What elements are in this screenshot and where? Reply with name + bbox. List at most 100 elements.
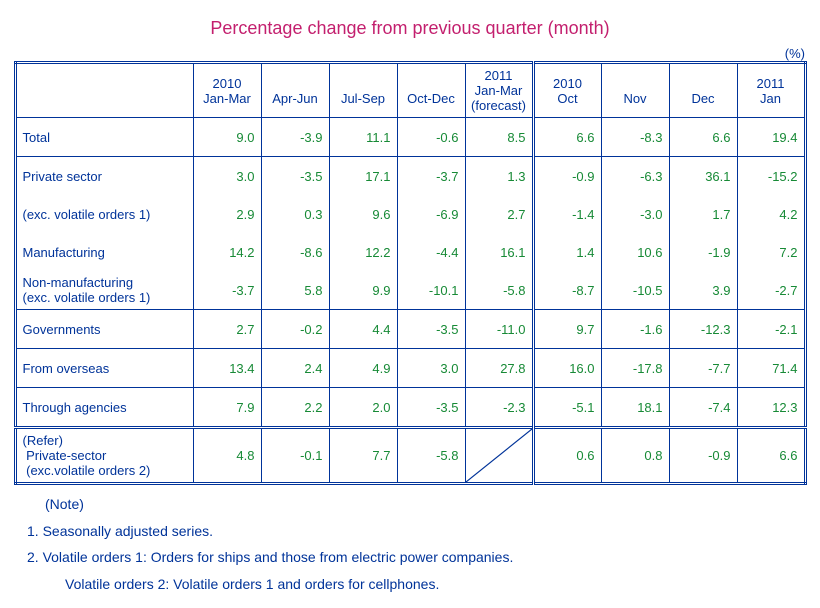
table-cell: 16.1	[465, 233, 533, 271]
table-cell: -0.6	[397, 118, 465, 157]
table-cell: 2.2	[261, 388, 329, 428]
table-cell: 10.6	[601, 233, 669, 271]
row-label: Through agencies	[15, 388, 193, 428]
notes-heading: (Note)	[15, 491, 805, 518]
table-cell: -0.9	[533, 157, 601, 196]
note-3: Volatile orders 2: Volatile orders 1 and…	[15, 571, 805, 598]
table-cell: 3.0	[397, 349, 465, 388]
table-row-refer: (Refer) Private-sector (exc.volatile ord…	[15, 428, 805, 484]
table-cell: -10.5	[601, 271, 669, 310]
table-body: Total9.0-3.911.1-0.68.56.6-8.36.619.4Pri…	[15, 118, 805, 484]
table-cell: 7.7	[329, 428, 397, 484]
table-cell: -5.1	[533, 388, 601, 428]
table-cell: -3.7	[397, 157, 465, 196]
table-cell: -3.7	[193, 271, 261, 310]
table-cell: 4.8	[193, 428, 261, 484]
table-cell: -3.9	[261, 118, 329, 157]
row-label: From overseas	[15, 349, 193, 388]
table-cell: 4.2	[737, 195, 805, 233]
table-row: Governments2.7-0.24.4-3.5-11.09.7-1.6-12…	[15, 310, 805, 349]
table-row: Total9.0-3.911.1-0.68.56.6-8.36.619.4	[15, 118, 805, 157]
table-cell: 8.5	[465, 118, 533, 157]
table-cell: -1.6	[601, 310, 669, 349]
table-row: From overseas13.42.44.93.027.816.0-17.8-…	[15, 349, 805, 388]
table-cell: -8.3	[601, 118, 669, 157]
col-m0: 2010Oct	[533, 63, 601, 118]
col-q0: 2010Jan-Mar	[193, 63, 261, 118]
data-table: 2010Jan-Mar Apr-Jun Jul-Sep Oct-Dec 2011…	[14, 61, 807, 485]
note-1: 1. Seasonally adjusted series.	[15, 518, 805, 545]
table-cell: -8.6	[261, 233, 329, 271]
table-cell: 6.6	[533, 118, 601, 157]
table-cell: 2.0	[329, 388, 397, 428]
table-cell: 6.6	[737, 428, 805, 484]
table-cell: -6.3	[601, 157, 669, 196]
col-q4: 2011Jan-Mar(forecast)	[465, 63, 533, 118]
table-cell: 3.9	[669, 271, 737, 310]
table-cell: -15.2	[737, 157, 805, 196]
page-title: Percentage change from previous quarter …	[10, 18, 810, 39]
table-cell: -17.8	[601, 349, 669, 388]
table-cell: 9.0	[193, 118, 261, 157]
table-cell: -6.9	[397, 195, 465, 233]
table-cell: -7.4	[669, 388, 737, 428]
row-label: Governments	[15, 310, 193, 349]
table-cell: 1.7	[669, 195, 737, 233]
header-row: 2010Jan-Mar Apr-Jun Jul-Sep Oct-Dec 2011…	[15, 63, 805, 118]
table-cell: 11.1	[329, 118, 397, 157]
table-row: Non-manufacturing(exc. volatile orders 1…	[15, 271, 805, 310]
table-cell: -4.4	[397, 233, 465, 271]
col-q1: Apr-Jun	[261, 63, 329, 118]
table-row: Manufacturing14.2-8.612.2-4.416.11.410.6…	[15, 233, 805, 271]
row-label: Total	[15, 118, 193, 157]
table-cell: 3.0	[193, 157, 261, 196]
table-cell: 2.4	[261, 349, 329, 388]
table-cell: -3.0	[601, 195, 669, 233]
row-label: (exc. volatile orders 1)	[15, 195, 193, 233]
col-m1: Nov	[601, 63, 669, 118]
table-cell: 12.2	[329, 233, 397, 271]
table-cell: -5.8	[465, 271, 533, 310]
unit-label: (%)	[785, 46, 805, 61]
table-cell: -7.7	[669, 349, 737, 388]
table-cell: 13.4	[193, 349, 261, 388]
table-row: Through agencies7.92.22.0-3.5-2.3-5.118.…	[15, 388, 805, 428]
table-cell: 1.3	[465, 157, 533, 196]
table-cell: 6.6	[669, 118, 737, 157]
table-cell: 0.8	[601, 428, 669, 484]
table-cell: 7.2	[737, 233, 805, 271]
table-cell: 4.4	[329, 310, 397, 349]
table-cell: 1.4	[533, 233, 601, 271]
col-m3: 2011Jan	[737, 63, 805, 118]
table-cell: 18.1	[601, 388, 669, 428]
table-row: (exc. volatile orders 1)2.90.39.6-6.92.7…	[15, 195, 805, 233]
row-label: Manufacturing	[15, 233, 193, 271]
unit-row: (%)	[15, 43, 805, 61]
table-cell: -3.5	[397, 388, 465, 428]
table-cell: 71.4	[737, 349, 805, 388]
table-cell: -2.3	[465, 388, 533, 428]
table-cell: 0.3	[261, 195, 329, 233]
table-cell: 9.7	[533, 310, 601, 349]
table-cell: 16.0	[533, 349, 601, 388]
table-cell: 9.6	[329, 195, 397, 233]
table-cell: -1.4	[533, 195, 601, 233]
table-cell: 12.3	[737, 388, 805, 428]
table-cell: 4.9	[329, 349, 397, 388]
table-cell: 2.9	[193, 195, 261, 233]
table-cell: -5.8	[397, 428, 465, 484]
table-cell: 17.1	[329, 157, 397, 196]
table-cell: -0.2	[261, 310, 329, 349]
table-cell: -0.1	[261, 428, 329, 484]
table-cell: 9.9	[329, 271, 397, 310]
blank-diagonal-cell	[465, 428, 533, 484]
table-cell: -3.5	[261, 157, 329, 196]
row-label-refer: (Refer) Private-sector (exc.volatile ord…	[15, 428, 193, 484]
table-cell: 2.7	[193, 310, 261, 349]
col-q3: Oct-Dec	[397, 63, 465, 118]
table-cell: 14.2	[193, 233, 261, 271]
row-label: Private sector	[15, 157, 193, 196]
table-cell: -1.9	[669, 233, 737, 271]
header-blank	[15, 63, 193, 118]
table-cell: -3.5	[397, 310, 465, 349]
